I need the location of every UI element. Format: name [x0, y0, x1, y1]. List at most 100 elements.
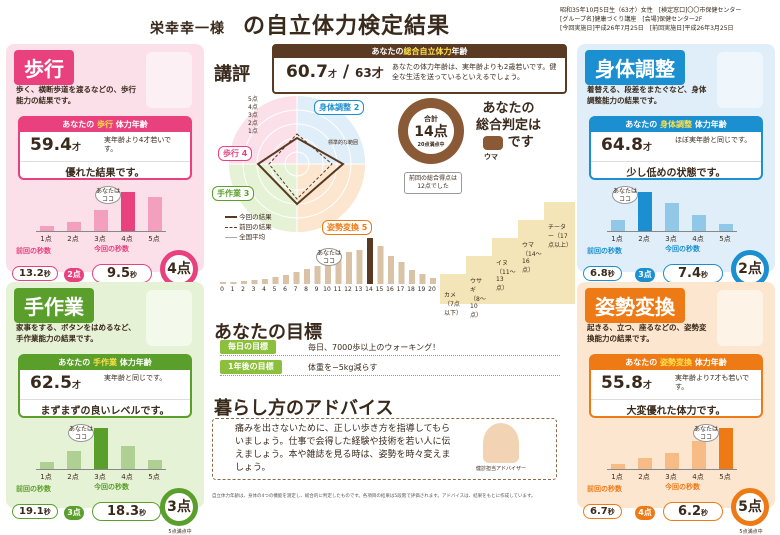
panel-title: 身体調整 — [585, 50, 685, 85]
prev-grade: 3点 — [64, 506, 84, 520]
distribution-tick: 6 — [283, 286, 287, 293]
panel-body: 身体調整 着替える、段差をまたぐなど、身体調整能力の結果です。 あなたの 身体調… — [577, 44, 775, 297]
exercise-figure-icon — [717, 290, 763, 346]
score-sub: 5点満点中 — [739, 529, 763, 535]
age-head: あなたの 歩行 体力年齢 — [20, 118, 190, 132]
title-text: の自立体力検定結果 — [243, 14, 451, 39]
exercise-figure-icon — [146, 52, 192, 108]
distribution-bar — [430, 278, 436, 284]
goals-heading: あなたの目標 — [214, 322, 322, 343]
goal-row: 1年後の目標 体重を−5kg減らす — [220, 360, 560, 376]
score-tick: 4点 — [692, 473, 704, 481]
distribution-tick: 17 — [396, 286, 405, 293]
panel-title: 手作業 — [14, 288, 94, 323]
goal-row: 毎日の目標 毎日、7000歩以上のウォーキング！ — [220, 340, 560, 356]
distribution-tick: 15 — [375, 286, 384, 293]
distribution-tick: 11 — [333, 286, 342, 293]
animal-horse: ウマ（14〜16点） — [522, 242, 542, 274]
panel-desc: 起きる、立つ、座るなどの、姿勢変換能力の結果です。 — [587, 323, 707, 343]
score-tick: 1点 — [40, 473, 52, 481]
distribution-tick: 1 — [230, 286, 235, 293]
age-value: 59.4才 — [30, 135, 81, 155]
advisor-label: 健診担当アドバイザー — [475, 466, 526, 472]
distribution-bar — [283, 275, 289, 284]
score-tick: 1点 — [611, 473, 623, 481]
score-bars — [36, 184, 166, 232]
score-bar — [121, 446, 135, 469]
score-bar — [121, 191, 135, 231]
age-result: 少し低めの状態です。 — [591, 161, 761, 179]
distribution-bar — [304, 269, 310, 284]
distribution-bar — [272, 277, 279, 284]
panel-posture: 姿勢変換 起きる、立つ、座るなどの、姿勢変換能力の結果です。 あなたの 姿勢変換… — [577, 282, 775, 535]
total-age-note: あなたの体力年齢は、実年齢よりも2歳若いです。健全な生活を送っているといえるでし… — [392, 63, 557, 81]
time-row: 前回の秒数 今回の秒数 — [587, 245, 700, 255]
score-bar — [40, 462, 54, 469]
distribution-tick: 4 — [262, 286, 266, 293]
score-tick: 4点 — [121, 235, 133, 243]
you-are-here-tag: あなたはココ — [95, 186, 121, 204]
distribution-tick: 0 — [220, 286, 224, 293]
meta-info: 昭和35年10月5日生（63才）女性 [検定窓口]〇〇市保健センター [グループ… — [560, 6, 775, 33]
distribution-bar — [230, 282, 237, 284]
page-title: 栄幸幸一様 の自立体力検定結果 — [150, 8, 450, 40]
prev-time: 6.8秒 — [583, 266, 622, 281]
age-value: 62.5才 — [30, 373, 81, 393]
score-bar — [94, 210, 108, 231]
age-note: ほぼ実年齢と同じです。 — [675, 136, 752, 144]
prev-time: 19.1秒 — [12, 504, 58, 519]
animal-rabbit: ウサギ（8〜10点） — [470, 278, 486, 319]
panel-desc: 家事をする、ボタンをはめるなど、手作業能力の結果です。 — [16, 323, 136, 343]
score-bar — [40, 226, 54, 231]
distribution-tick: 13 — [354, 286, 363, 293]
meta-line: [グループ名]健康づくり講座 [会場]保健センター2F — [560, 16, 703, 23]
total-animal: ウマ — [484, 153, 498, 161]
distribution-bar — [314, 266, 321, 284]
person-name: 栄幸幸一様 — [150, 21, 225, 37]
score-bars — [36, 422, 166, 470]
you-are-here-tag: あなたはココ — [68, 424, 94, 442]
time-row: 前回の秒数 今回の秒数 — [16, 483, 129, 493]
animal-turtle: カメ（7点以下） — [444, 292, 463, 317]
distribution-tick: 14 — [365, 286, 373, 293]
score-bar — [638, 457, 652, 469]
distribution-tick: 20 — [428, 286, 436, 293]
score-tick: 2点 — [67, 473, 79, 481]
panel-desc: 着替える、段差をまたぐなど、身体調整能力の結果です。 — [587, 85, 707, 105]
distribution-bar — [241, 281, 247, 284]
distribution-tick: 5 — [272, 286, 277, 293]
radar-scale: 5点 4点 3点 2点 1点 — [248, 96, 258, 135]
distribution-x-axis: 0 1 2 3 4 5 6 7 8 9 10 11 12 13 14 15 16 17 18 19 20 — [208, 286, 438, 296]
time-row: 前回の秒数 今回の秒数 — [16, 245, 129, 255]
radar-label-handwork: 手作業 3 — [212, 186, 255, 201]
score-bar — [67, 450, 81, 469]
current-time: 7.4秒 — [663, 264, 724, 283]
age-note: 実年齢より7才も若いです。 — [675, 374, 750, 391]
score-tick: 2点 — [638, 473, 650, 481]
age-value: 55.8才 — [601, 373, 652, 393]
distribution-bar — [398, 262, 405, 284]
score-tick: 4点 — [692, 235, 704, 243]
score-bar — [148, 196, 162, 231]
current-time: 18.3秒 — [92, 502, 162, 521]
prev-time: 13.2秒 — [12, 266, 58, 281]
distribution-bar — [367, 238, 373, 284]
distribution-tick: 10 — [323, 286, 331, 293]
distribution-bar — [356, 250, 363, 284]
age-head: あなたの 手作業 体力年齢 — [20, 356, 190, 370]
animal-dog: イヌ（11〜13点） — [496, 260, 516, 292]
radar-label-posture: 姿勢変換 5 — [322, 220, 373, 235]
score-bar — [692, 214, 706, 231]
age-head: あなたの 身体調整 体力年齢 — [591, 118, 761, 132]
total-age-value: 60.7才 / 63才 — [286, 62, 384, 82]
stairs-graphic — [440, 202, 575, 304]
score-tick: 5点 — [719, 235, 731, 243]
score-bars — [607, 422, 737, 470]
age-value: 64.8才 — [601, 135, 652, 155]
score-bar — [719, 427, 733, 469]
age-result: 大変優れた体力です。 — [591, 399, 761, 417]
score-bar — [148, 459, 162, 469]
time-row: 前回の秒数 今回の秒数 — [587, 483, 700, 493]
score-tick: 2点 — [67, 235, 79, 243]
score-ring: 3点 — [160, 488, 198, 526]
